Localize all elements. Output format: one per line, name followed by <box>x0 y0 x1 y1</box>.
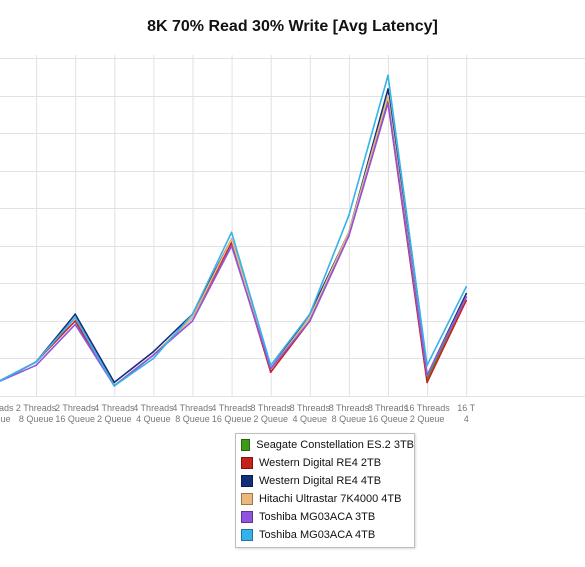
legend-swatch <box>241 529 253 541</box>
legend-label: Toshiba MG03ACA 4TB <box>259 529 376 541</box>
data-point <box>348 234 350 237</box>
x-tick-label: 2 Threads 8 Queue <box>16 403 57 424</box>
x-tick-label: 2 Threads 16 Queue <box>55 403 96 424</box>
data-point <box>74 316 77 319</box>
x-tick-label: 8 Threads 16 Queue <box>368 403 409 424</box>
data-point <box>230 238 233 241</box>
data-point <box>230 231 233 234</box>
legend-label: Seagate Constellation ES.2 3TB <box>256 439 414 451</box>
data-point <box>35 364 37 367</box>
legend-swatch <box>241 511 253 523</box>
x-tick-label: 16 Threads 2 Queue <box>404 403 450 424</box>
chart-legend: Seagate Constellation ES.2 3TB Western Di… <box>235 433 415 548</box>
x-tick-label: ThreadsQueue <box>0 403 14 424</box>
data-point <box>308 316 311 319</box>
data-point <box>113 381 116 384</box>
data-point <box>465 292 468 295</box>
data-point <box>269 367 272 370</box>
legend-item[interactable]: Toshiba MG03ACA 4TB <box>236 526 414 544</box>
data-point <box>152 357 155 360</box>
data-point <box>426 374 428 377</box>
legend-label: Western Digital RE4 2TB <box>259 457 382 469</box>
data-point <box>387 74 389 77</box>
data-point <box>387 88 389 90</box>
data-point <box>269 364 272 367</box>
x-tick-label: 4 Threads 16 Queue <box>211 403 252 424</box>
data-point <box>465 299 468 302</box>
data-point <box>74 323 77 326</box>
data-point <box>348 214 350 217</box>
x-tick-label: 8 Threads 2 Queue <box>251 403 292 424</box>
legend-swatch <box>241 457 253 469</box>
data-point <box>308 313 311 316</box>
data-point <box>269 371 272 373</box>
data-point <box>387 101 389 104</box>
x-tick-label: 4 Threads 2 Queue <box>94 403 135 424</box>
chart-title: 8K 70% Read 30% Write [Avg Latency] <box>147 18 438 35</box>
legend-label: Western Digital RE4 4TB <box>259 475 382 487</box>
legend-label: Toshiba MG03ACA 3TB <box>259 511 376 523</box>
legend-item[interactable]: Western Digital RE4 4TB <box>236 472 414 490</box>
legend-swatch <box>241 493 253 505</box>
data-point <box>308 320 311 322</box>
data-point <box>191 320 194 322</box>
data-point <box>426 364 428 367</box>
data-point <box>113 384 116 387</box>
legend-label: Hitachi Ultrastar 7K4000 4TB <box>259 493 402 505</box>
legend-swatch <box>241 439 251 451</box>
data-point <box>152 350 155 353</box>
data-point <box>35 361 37 363</box>
legend-item[interactable]: Hitachi Ultrastar 7K4000 4TB <box>236 490 414 508</box>
legend-item[interactable]: Seagate Constellation ES.2 3TB <box>236 436 414 454</box>
data-point <box>191 313 194 316</box>
x-tick-label: 8 Threads 8 Queue <box>329 403 370 424</box>
data-point <box>74 320 77 322</box>
data-point <box>230 245 233 247</box>
x-tick-label: 8 Threads 4 Queue <box>290 403 331 424</box>
legend-swatch <box>241 475 253 487</box>
data-point <box>74 313 77 316</box>
data-point <box>152 354 155 356</box>
data-point <box>426 381 428 384</box>
data-point <box>465 286 468 288</box>
x-tick-label: 4 Threads 8 Queue <box>172 403 213 424</box>
legend-item[interactable]: Toshiba MG03ACA 3TB <box>236 508 414 526</box>
data-point <box>191 316 194 319</box>
legend-item[interactable]: Western Digital RE4 2TB <box>236 454 414 472</box>
data-point <box>465 296 468 298</box>
series-line-6 <box>0 74 467 387</box>
x-tick-label: 4 Threads 4 Queue <box>133 403 174 424</box>
data-point <box>387 95 389 97</box>
